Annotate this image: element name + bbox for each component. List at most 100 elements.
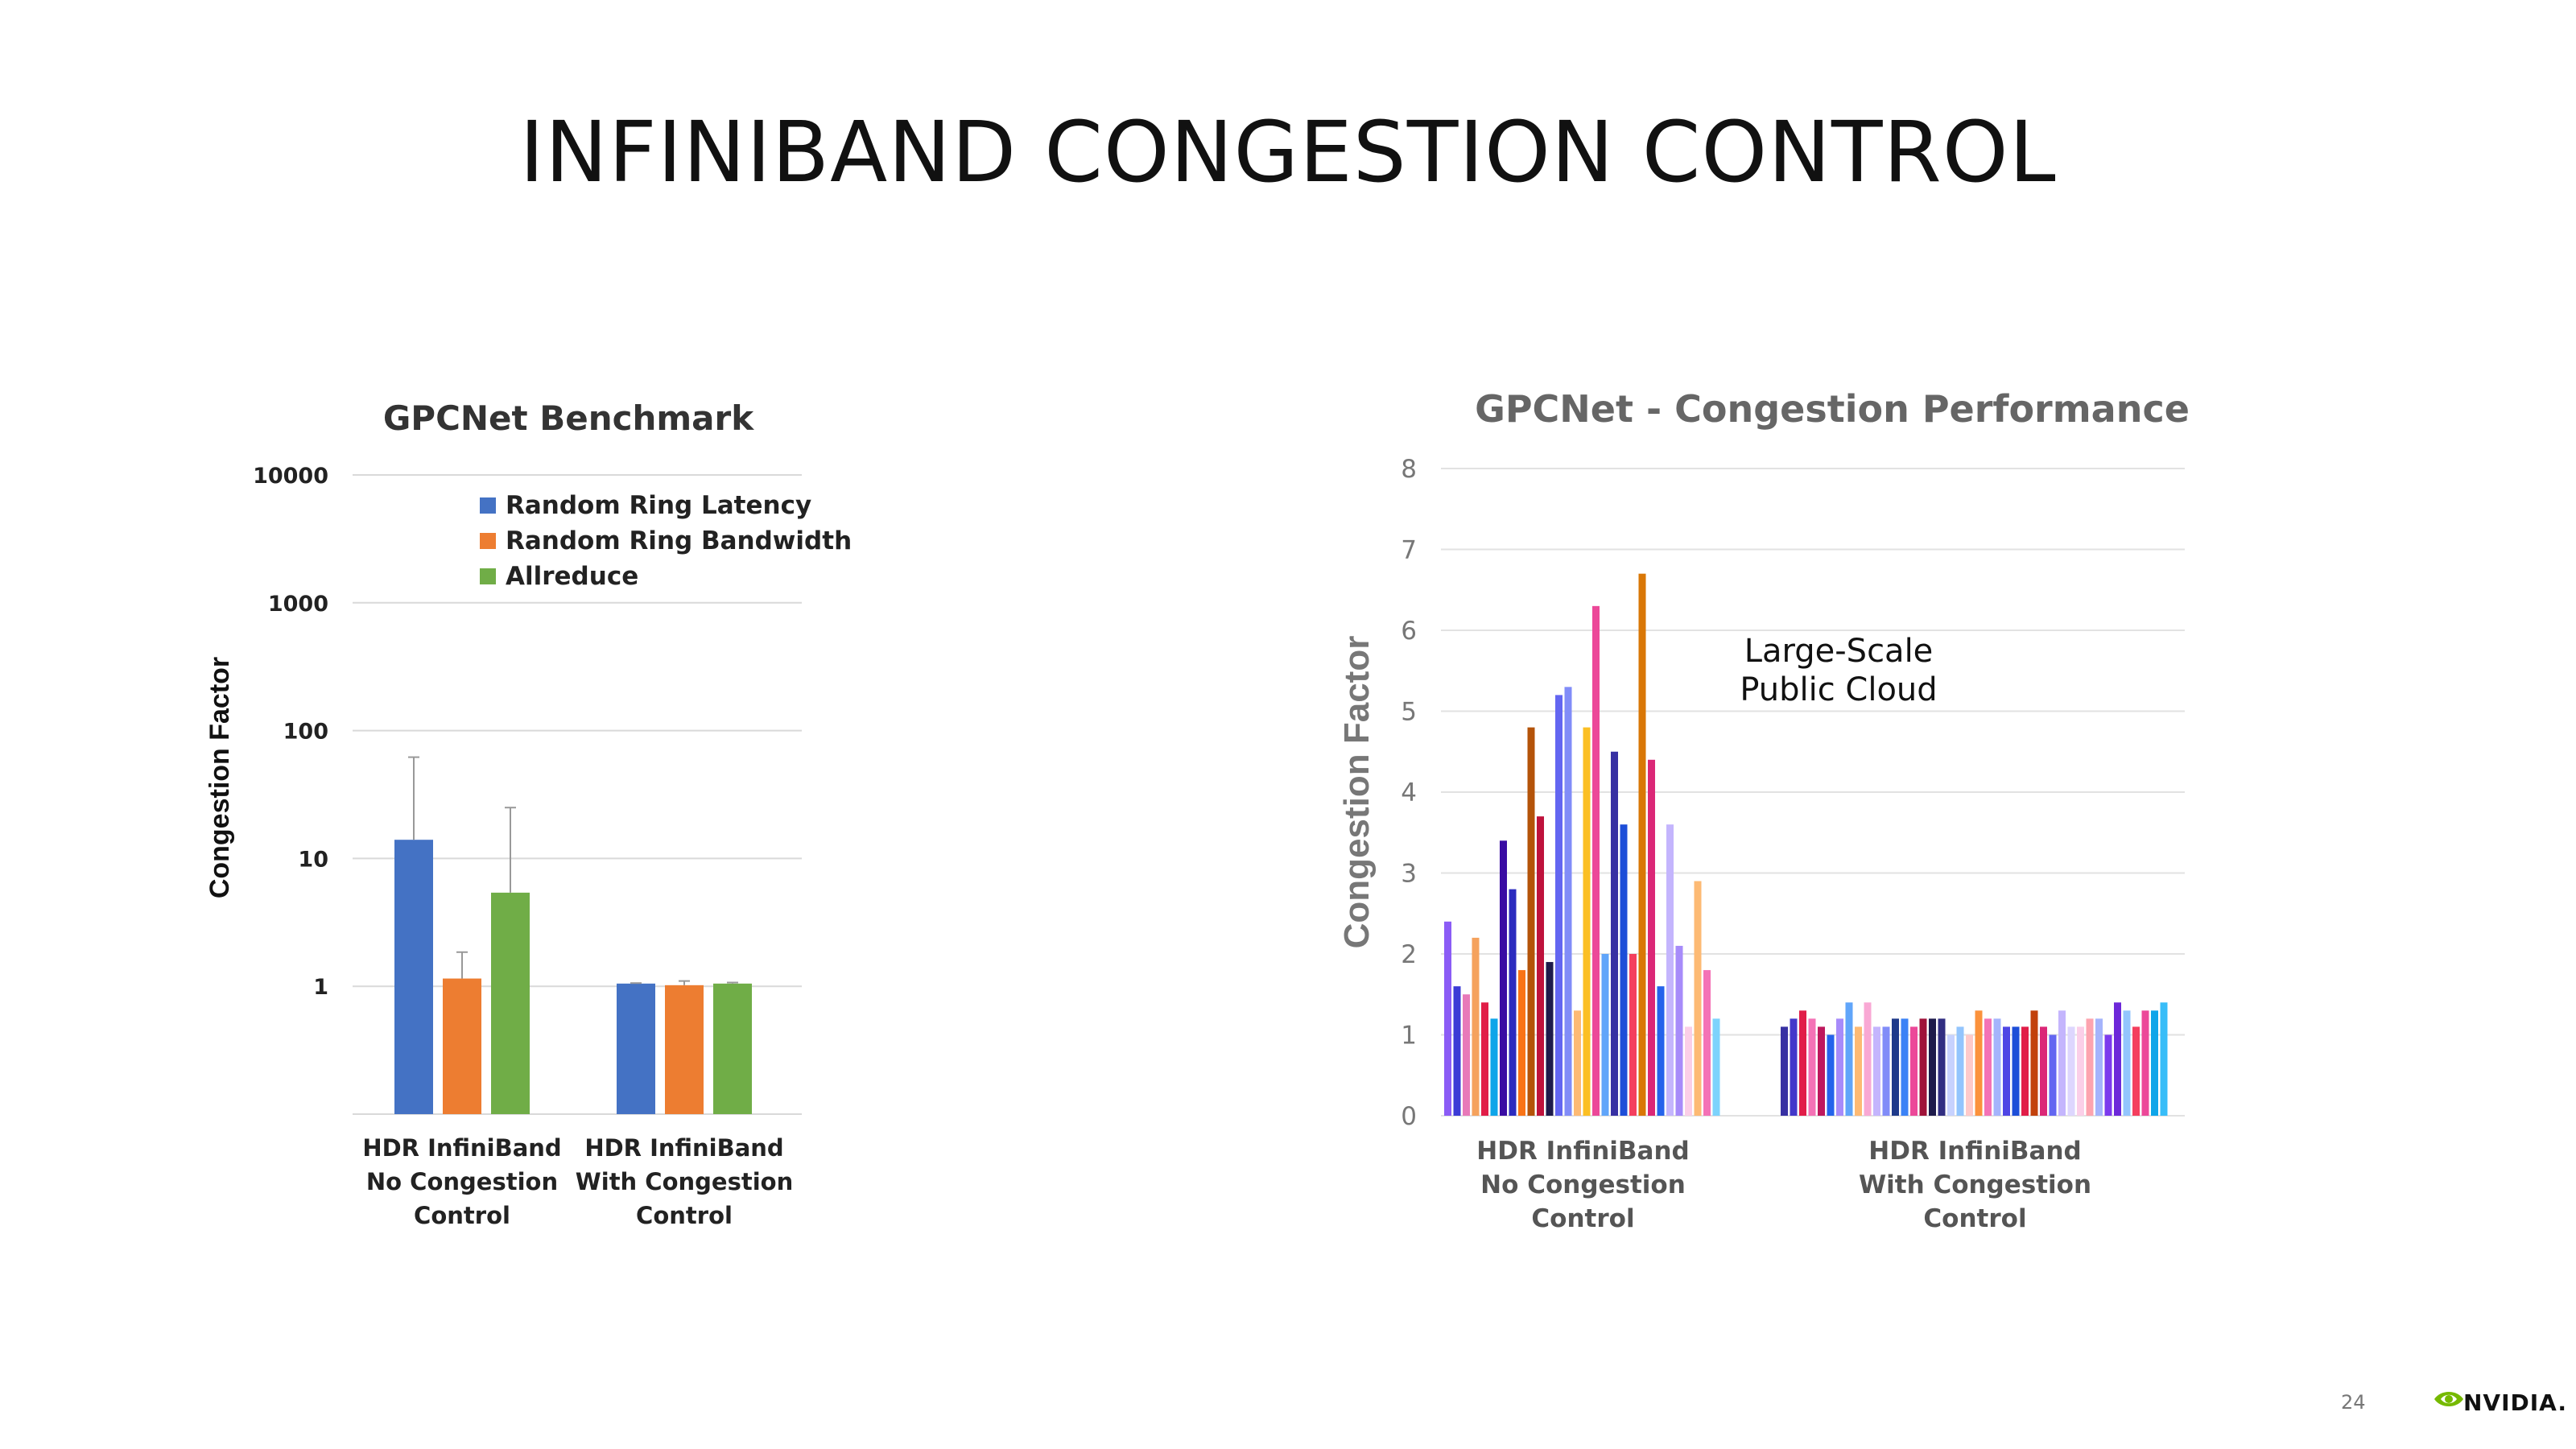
chart1-ytick-label: 100	[283, 720, 328, 745]
chart1-legend-swatch	[480, 568, 496, 584]
chart2-category-label: HDR InfiniBand With Congestion Control	[1859, 1137, 2091, 1233]
chart2-bar	[2003, 1026, 2010, 1116]
chart2-ytick-label: 8	[1401, 455, 1417, 484]
chart1-title: GPCNet Benchmark	[383, 398, 754, 438]
chart2-bar	[2104, 1034, 2112, 1116]
chart2-bar	[2114, 1002, 2121, 1116]
slide-title: INFINIBAND CONGESTION CONTROL	[519, 103, 2057, 201]
chart2-bar	[1892, 1018, 1899, 1116]
chart2-ytick-label: 7	[1401, 536, 1417, 565]
chart2-bar	[1799, 1010, 1806, 1116]
chart2-bar	[2086, 1018, 2094, 1116]
chart1-bar	[394, 840, 433, 1114]
chart2-bar	[2030, 1010, 2038, 1116]
chart2-bar	[1481, 1002, 1488, 1116]
chart2-bar	[1685, 1026, 1692, 1116]
chart2-bar	[1938, 1018, 1946, 1116]
chart2-bar	[1509, 889, 1517, 1116]
chart1-bar	[491, 892, 530, 1114]
chart2-bar	[1574, 1010, 1581, 1116]
chart1-ytick-label: 10	[298, 847, 328, 872]
chart2-bar	[2141, 1010, 2149, 1116]
chart2-bar	[1564, 687, 1572, 1116]
chart1-bar	[617, 983, 655, 1114]
chart2-bar	[2067, 1026, 2075, 1116]
chart2-bar	[1444, 921, 1451, 1116]
chart2-bar	[1537, 816, 1544, 1116]
chart2-bar	[1518, 970, 1525, 1116]
chart2-bar	[1601, 954, 1609, 1116]
slide-number: 24	[2341, 1391, 2366, 1414]
chart1-ytick-label: 10000	[253, 464, 328, 489]
chart2-bar	[1836, 1018, 1843, 1116]
chart2-bar	[1592, 605, 1600, 1116]
chart2-bar	[2123, 1010, 2131, 1116]
chart1-y-axis-label: Congestion Factor	[204, 657, 235, 898]
chart2-bar	[1956, 1026, 1964, 1116]
chart1-ytick-label: 1000	[268, 592, 328, 617]
chart2-ytick-label: 1	[1401, 1022, 1417, 1051]
chart2-ytick-label: 5	[1401, 698, 1417, 727]
chart2-bar	[2021, 1026, 2029, 1116]
chart2-bar	[1500, 840, 1507, 1116]
chart2-bar	[2049, 1034, 2057, 1116]
chart1-category-label: HDR InfiniBand With Congestion Control	[576, 1134, 793, 1229]
chart2-bar	[1993, 1018, 2001, 1116]
chart2-bar	[1873, 1026, 1880, 1116]
chart2-bar	[2040, 1026, 2047, 1116]
chart2-bar	[1638, 573, 1646, 1116]
chart2-bar	[1975, 1010, 1983, 1116]
chart2-bar	[2132, 1026, 2140, 1116]
chart2-bar	[1929, 1018, 1936, 1116]
chart1-ytick-label: 1	[313, 975, 328, 1000]
chart2-bar	[1490, 1018, 1498, 1116]
chart2-bar	[2012, 1026, 2020, 1116]
chart2-bar	[1620, 824, 1628, 1116]
chart2-bar	[1629, 954, 1637, 1116]
chart2-bar	[1966, 1034, 1973, 1116]
chart2-bar	[1527, 727, 1535, 1116]
chart2-bar	[1864, 1002, 1872, 1116]
chart1-legend-label: Random Ring Bandwidth	[506, 526, 852, 555]
chart2-bar	[1666, 824, 1674, 1116]
chart2-ytick-label: 4	[1401, 778, 1417, 807]
chart2-title: GPCNet - Congestion Performance	[1475, 387, 2190, 431]
chart2-bar	[1694, 881, 1702, 1116]
chart2-bar	[2160, 1002, 2168, 1116]
chart2-bar	[2058, 1010, 2066, 1116]
chart1-legend-swatch	[480, 533, 496, 549]
chart2-bar	[1712, 1018, 1720, 1116]
chart2-ytick-label: 0	[1401, 1102, 1417, 1131]
chart2-bar	[1546, 962, 1554, 1116]
nvidia-eye-icon	[2434, 1392, 2463, 1406]
chart2-bar	[2151, 1010, 2158, 1116]
chart2-bar	[1790, 1018, 1798, 1116]
chart2-bar	[1648, 759, 1655, 1116]
chart2-bar	[1453, 986, 1461, 1116]
chart2-annotation: Large-Scale Public Cloud	[1740, 633, 1937, 708]
chart2-bar	[1984, 1018, 1992, 1116]
chart2-bar	[1703, 970, 1711, 1116]
chart2-bar	[1919, 1018, 1927, 1116]
chart2-category-label: HDR InfiniBand No Congestion Control	[1476, 1137, 1689, 1233]
chart2-ytick-label: 3	[1401, 860, 1417, 889]
chart1-legend-swatch	[480, 497, 496, 514]
chart1-bar	[713, 983, 752, 1114]
chart2-ytick-label: 6	[1401, 617, 1417, 646]
chart2-bar	[1910, 1026, 1918, 1116]
chart1-bar	[665, 985, 704, 1114]
chart2-bar	[1781, 1026, 1788, 1116]
chart2-bar	[1827, 1034, 1835, 1116]
chart2-bar	[1675, 945, 1683, 1116]
chart1-legend-label: Random Ring Latency	[506, 491, 811, 520]
chart2-bar	[1818, 1026, 1825, 1116]
chart2-bar	[2077, 1026, 2084, 1116]
chart2-bar	[1947, 1034, 1955, 1116]
chart2-bar	[1808, 1018, 1816, 1116]
chart1-bar	[443, 978, 481, 1114]
chart2-bar	[1583, 727, 1591, 1116]
nvidia-logo-text: NVIDIA.	[2463, 1389, 2568, 1416]
chart2-bar	[1882, 1026, 1890, 1116]
chart2-bar	[2095, 1018, 2103, 1116]
